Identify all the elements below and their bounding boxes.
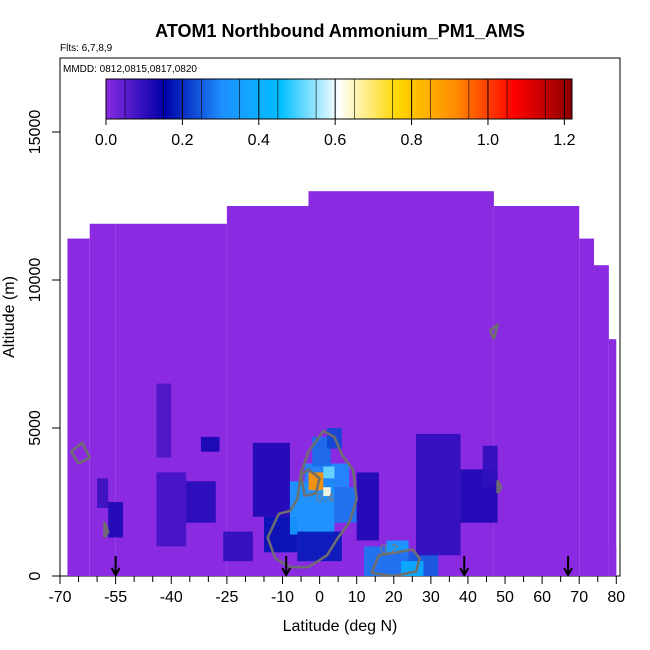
contour-line [370,548,421,576]
x-tick-label: 0 [315,589,324,606]
contour-line [103,521,110,539]
colorbar-tick-label: 0.2 [171,132,193,149]
flights-label: Flts: 6,7,8,9 [60,43,113,54]
heatmap-cell [186,481,216,523]
heatmap-column [579,238,595,576]
heatmap-cell [108,502,124,538]
x-tick-label: -10 [271,589,294,606]
contour-lines [69,323,503,576]
contour-line [266,429,358,569]
heatmap-cell [386,540,409,553]
x-tick-label: 60 [533,589,551,606]
colorbar-tick-label: 0.6 [324,132,346,149]
x-tick-label: -40 [160,589,183,606]
y-axis: 0 5000 10000 15000 [27,110,60,580]
y-tick-label: 5000 [27,410,44,446]
y-axis-label: Altitude (m) [1,276,18,358]
x-tick-label: 80 [607,589,625,606]
colorbar-ticks: 0.0 0.2 0.4 0.6 0.8 1.0 1.2 [95,119,576,149]
x-tick-label: -70 [48,589,71,606]
contour-label-high: 0.4 [316,490,334,505]
heatmap-cell [356,472,379,541]
heatmap-cell [200,436,220,452]
y-tick-label: 10000 [27,258,44,303]
colorbar-dividers [105,79,565,119]
heatmap-cell [334,487,357,523]
x-tick-label: 50 [496,589,514,606]
heatmap-column [594,265,609,576]
contour-label-low: 0.2 [380,541,398,556]
heatmap-column [67,238,90,576]
heatmap-cell [252,442,290,517]
heatmap-cell [97,478,109,508]
x-tick-label: 10 [348,589,366,606]
x-tick-label: 70 [570,589,588,606]
chart-title: ATOM1 Northbound Ammonium_PM1_AMS [155,21,525,41]
heatmap-column [608,339,617,576]
x-tick-label: 20 [385,589,403,606]
contour-line [496,480,503,494]
contour-line [299,468,321,498]
x-axis: -70 -55 -40 -25 -10 0 10 20 30 40 50 60 70 80 [48,576,625,606]
heatmap-cell [323,487,331,497]
flight-arrow-head [459,567,470,578]
y-tick-label: 0 [27,571,44,580]
heatmap-cell [482,445,498,488]
contour-line [488,323,499,340]
heatmap-column [608,546,617,576]
dates-label: MMDD: 0812,0815,0817,0820 [63,64,197,75]
colorbar-tick-label: 0.8 [400,132,422,149]
colorbar-tick-label: 0.4 [248,132,270,149]
x-axis-label: Latitude (deg N) [283,618,398,635]
colorbar-tick-label: 0.0 [95,132,117,149]
y-tick-label: 15000 [27,110,44,155]
heatmap-cell [156,472,187,547]
contour-line [69,441,91,465]
heatmap-cell [323,466,335,479]
colorbar-tick-label: 1.0 [477,132,499,149]
heatmap-cell [223,531,253,562]
flight-arrow-head [281,567,292,578]
flight-arrows [110,556,573,578]
x-tick-label: -55 [104,589,127,606]
x-tick-label: -25 [215,589,238,606]
heatmap-cell [312,436,331,467]
x-tick-label: 40 [459,589,477,606]
flight-arrow-head [563,567,573,578]
heatmap-cell [156,383,172,458]
heatmap-cells [67,191,617,576]
x-tick-label: 30 [422,589,440,606]
colorbar-tick-label: 1.2 [553,132,575,149]
colorbar: 0.0 0.2 0.4 0.6 0.8 1.0 1.2 [95,78,576,149]
colorbar-fill [105,78,573,120]
flight-arrow-head [110,567,121,578]
heatmap-column [493,206,580,576]
heatmap-cell [416,433,461,556]
heatmap-cell [297,531,342,562]
